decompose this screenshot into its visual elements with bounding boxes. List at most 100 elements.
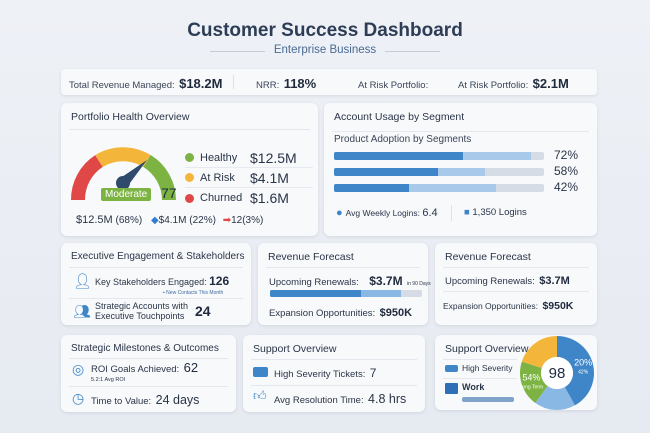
tickets-value: 7 <box>369 366 377 380</box>
page-subtitle: Enterprise Business <box>273 44 377 56</box>
kpi-at-risk: At Risk Portfolio: <box>358 75 428 93</box>
churn-icon: ➡ <box>222 215 232 226</box>
time-to-value: Time to Value: 24 days <box>91 391 199 409</box>
footer-risk-pct: (22%) <box>189 215 216 226</box>
divider <box>233 75 234 89</box>
ttv-value: 24 days <box>155 393 200 407</box>
work-label: Work <box>462 382 485 392</box>
adoption-bar-fill <box>334 168 438 176</box>
card-title: Support Overview <box>445 343 529 355</box>
person-icon: 👤︎ <box>73 273 93 290</box>
footer-healthy-value: $12.5M <box>76 214 113 226</box>
risk-icon: ◆ <box>150 215 159 226</box>
resolution-value: 4.8 hrs <box>368 392 407 406</box>
ttv-label: Time to Value: <box>91 396 152 407</box>
high-severity-tickets: High Severity Tickets: 7 <box>274 364 376 382</box>
expansion-label: Expansion Opportunities: <box>269 308 376 319</box>
healthy-dot-icon <box>185 153 194 162</box>
revenue-forecast-card: Revenue Forecast Upcoming Renewals: $3.7… <box>258 243 431 325</box>
legend-at-risk: At Risk $4.1M <box>185 168 313 188</box>
resolution-label: Avg Resolution Time: <box>274 395 364 406</box>
kpi-total-revenue: Total Revenue Managed: $18.2M <box>69 75 222 93</box>
adoption-bar-label: 42% <box>554 180 579 194</box>
logins-label: Avg Weekly Logins: <box>345 208 420 218</box>
kpi-value: 118% <box>283 76 317 91</box>
work-progress-bar <box>462 397 514 402</box>
strategic-milestones-card: Strategic Milestones & Outcomes ◎ ROI Go… <box>61 335 236 412</box>
kpi-label: Total Revenue Managed: <box>69 80 175 91</box>
gauge-yellow-segment <box>95 147 151 168</box>
expansion-opportunities: Expansion Opportunities: $950K <box>269 303 412 321</box>
donut-segment <box>521 336 557 369</box>
stakeholders: Key Stakeholders Engaged: 126 <box>95 274 229 288</box>
support-overview-card: Support Overview High Severity Tickets: … <box>243 335 425 412</box>
gauge-score: 77 <box>161 185 177 201</box>
renewals-value: $3.7M <box>369 274 403 288</box>
roi-label: ROI Goals Achieved: <box>91 364 180 375</box>
kpi-label: At Risk Portfolio: <box>358 80 429 91</box>
footer-churn-value: 12 <box>231 215 243 226</box>
adoption-bar <box>334 152 544 160</box>
adoption-bar <box>334 168 544 176</box>
account-usage-card: Account Usage by Segment Product Adoptio… <box>324 103 597 236</box>
upcoming-renewals: Upcoming Renewals: $3.7M <box>445 271 570 289</box>
kpi-value: $18.2M <box>179 76 223 91</box>
high-severity-label: High Severity <box>462 363 513 373</box>
divider <box>451 205 452 221</box>
logins-value: 6.4 <box>422 207 438 219</box>
at-risk-dot-icon <box>185 173 194 182</box>
legend-value: $4.1M <box>250 169 289 186</box>
donut-segment <box>535 385 575 410</box>
roi-note: 5.2:1 Avg ROI <box>91 377 126 383</box>
support-donut-chart: 20% 42% 54% Long Term 98 <box>520 336 594 410</box>
legend-value: $1.6M <box>250 190 289 206</box>
upcoming-renewals: Upcoming Renewals: $3.7M in 90 Days <box>269 272 431 290</box>
support-overview-card-2: Support Overview High Severity Work 20% 4… <box>435 335 597 410</box>
stakeholders-label: Key Stakeholders Engaged: <box>95 277 207 287</box>
total-logins-value: 1,350 Logins <box>472 207 527 218</box>
portfolio-health-card: Portfolio Health Overview Moderate 77 He… <box>61 103 318 236</box>
accounts-label: Strategic Accounts with Executive Touchp… <box>95 301 189 321</box>
donut-segment <box>520 361 548 403</box>
donut-segment-label: 20% <box>574 357 592 367</box>
renewals-note: in 90 Days <box>407 281 431 287</box>
stakeholders-value: 126 <box>209 274 230 288</box>
gauge-needle <box>119 160 147 187</box>
tickets-label: High Severity Tickets: <box>274 369 366 380</box>
legend-label: Healthy <box>200 151 238 164</box>
expansion-opportunities: Expansion Opportunities: $950K <box>443 296 573 314</box>
health-gauge <box>70 147 176 201</box>
gauge-status-badge: Moderate <box>101 188 152 201</box>
avg-weekly-logins: ● Avg Weekly Logins: 6.4 <box>336 207 438 219</box>
expansion-value: $950K <box>542 300 574 312</box>
expansion-label: Expansion Opportunities: <box>443 301 538 311</box>
donut-segment-sublabel: 42% <box>578 369 589 375</box>
portfolio-footer: $12.5M (68%) ◆$4.1M (22%) ➡12(3%) <box>76 214 263 226</box>
new-contacts-note: ▪ New Contacts This Month <box>163 290 224 296</box>
kpi-value: $2.1M <box>532 76 569 91</box>
target-icon: ◎ <box>72 361 85 377</box>
card-title: Support Overview <box>253 343 337 355</box>
legend-label: Churned <box>200 192 243 204</box>
new-contacts-label: New Contacts This Month <box>166 290 224 296</box>
login-icon: ● <box>336 207 343 219</box>
clock-icon: ◷ <box>72 390 85 406</box>
card-title: Strategic Milestones & Outcomes <box>71 343 219 354</box>
subtitle-divider-right <box>385 51 440 52</box>
kpi-at-risk-value: At Risk Portfolio: $2.1M <box>458 75 569 93</box>
adoption-bar <box>334 184 544 192</box>
renewals-value: $3.7M <box>539 275 570 287</box>
adoption-bar-label: 58% <box>554 164 579 178</box>
adoption-bar-fill <box>334 152 463 160</box>
card-title: Portfolio Health Overview <box>71 111 190 123</box>
donut-segment-sublabel: Long Term <box>520 384 544 390</box>
kpi-bar: Total Revenue Managed: $18.2M NRR: 118% … <box>61 69 597 95</box>
roi-value: 62 <box>183 360 199 375</box>
avg-resolution-time: Avg Resolution Time: 4.8 hrs <box>274 390 406 408</box>
adoption-bar-label: 72% <box>554 148 579 162</box>
page-title: Customer Success Dashboard <box>187 20 463 41</box>
team-icon: 👥︎ <box>73 303 91 319</box>
churned-dot-icon <box>185 193 194 203</box>
gauge-red-segment <box>70 155 104 201</box>
card-title: Account Usage by Segment <box>334 111 465 123</box>
